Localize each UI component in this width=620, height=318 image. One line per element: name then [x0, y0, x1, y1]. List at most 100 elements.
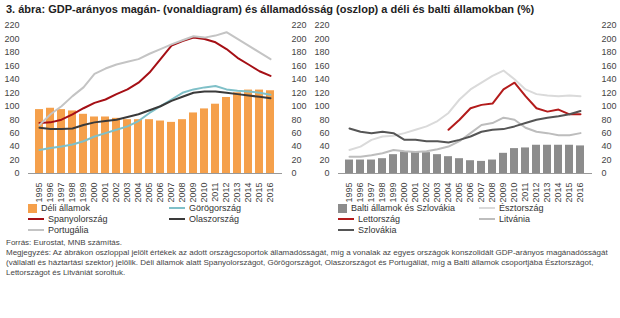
svg-text:80: 80	[602, 115, 612, 125]
svg-text:2001: 2001	[100, 183, 110, 203]
svg-text:1998: 1998	[67, 183, 77, 203]
svg-text:2015: 2015	[254, 183, 264, 203]
svg-text:60: 60	[292, 128, 302, 138]
svg-text:220: 220	[602, 20, 617, 30]
svg-text:220: 220	[314, 20, 329, 30]
svg-text:2004: 2004	[443, 183, 453, 203]
svg-text:100: 100	[292, 101, 307, 111]
svg-text:1999: 1999	[78, 183, 88, 203]
svg-text:100: 100	[314, 101, 329, 111]
svg-text:220: 220	[292, 20, 307, 30]
html-text:Görögország: Görögország	[189, 203, 241, 213]
html-text:Olaszország: Olaszország	[189, 214, 239, 224]
svg-text:2000: 2000	[399, 183, 409, 203]
svg-text:2015: 2015	[564, 183, 574, 203]
svg-text:160: 160	[314, 61, 329, 71]
svg-text:200: 200	[292, 34, 307, 44]
svg-text:180: 180	[602, 47, 617, 57]
svg-text:1995: 1995	[34, 183, 44, 203]
svg-text:220: 220	[4, 20, 19, 30]
svg-text:120: 120	[314, 88, 329, 98]
svg-text:2013: 2013	[232, 183, 242, 203]
svg-text:0: 0	[324, 168, 329, 178]
svg-text:2011: 2011	[520, 183, 530, 202]
svg-text:60: 60	[319, 128, 329, 138]
svg-text:160: 160	[4, 61, 19, 71]
svg-text:60: 60	[9, 128, 19, 138]
svg-text:140: 140	[4, 74, 19, 84]
svg-text:120: 120	[602, 88, 617, 98]
html-text:Portugália: Portugália	[48, 225, 89, 235]
svg-text:100: 100	[4, 101, 19, 111]
svg-text:180: 180	[292, 47, 307, 57]
svg-text:2003: 2003	[432, 183, 442, 203]
svg-text:2009: 2009	[498, 183, 508, 203]
svg-text:40: 40	[9, 141, 19, 151]
svg-text:60: 60	[602, 128, 612, 138]
svg-text:140: 140	[292, 74, 307, 84]
svg-text:200: 200	[4, 34, 19, 44]
svg-text:20: 20	[9, 155, 19, 165]
svg-text:2016: 2016	[265, 183, 275, 203]
svg-text:1997: 1997	[56, 183, 66, 203]
svg-text:2006: 2006	[465, 183, 475, 203]
svg-text:200: 200	[314, 34, 329, 44]
svg-text:2010: 2010	[509, 183, 519, 203]
svg-text:180: 180	[314, 47, 329, 57]
svg-text:2008: 2008	[487, 183, 497, 203]
svg-text:2005: 2005	[454, 183, 464, 203]
svg-text:2001: 2001	[410, 183, 420, 203]
svg-text:2007: 2007	[476, 183, 486, 203]
svg-text:2013: 2013	[542, 183, 552, 203]
svg-text:120: 120	[4, 88, 19, 98]
svg-text:2004: 2004	[133, 183, 143, 203]
svg-text:2011: 2011	[210, 183, 220, 202]
svg-text:20: 20	[319, 155, 329, 165]
svg-text:1996: 1996	[45, 183, 55, 203]
svg-text:2014: 2014	[553, 183, 563, 203]
svg-text:20: 20	[292, 155, 302, 165]
svg-text:2002: 2002	[111, 183, 121, 203]
svg-text:180: 180	[4, 47, 19, 57]
svg-text:20: 20	[602, 155, 612, 165]
svg-text:1997: 1997	[366, 183, 376, 203]
svg-text:2007: 2007	[166, 183, 176, 203]
svg-text:0: 0	[292, 168, 297, 178]
svg-text:40: 40	[602, 141, 612, 151]
svg-text:80: 80	[319, 115, 329, 125]
svg-text:160: 160	[292, 61, 307, 71]
svg-text:1999: 1999	[388, 183, 398, 203]
svg-text:40: 40	[292, 141, 302, 151]
html-text:Déli államok: Déli államok	[41, 203, 90, 213]
svg-text:80: 80	[292, 115, 302, 125]
svg-text:200: 200	[602, 34, 617, 44]
svg-text:120: 120	[292, 88, 307, 98]
svg-text:140: 140	[602, 74, 617, 84]
svg-text:0: 0	[602, 168, 607, 178]
html-text:3. ábra: GDP-arányos magán- (v: 3. ábra: GDP-arányos magán- (vonaldiagra…	[6, 3, 535, 15]
svg-text:100: 100	[602, 101, 617, 111]
html-text:Spanyolország: Spanyolország	[48, 214, 108, 224]
svg-text:2012: 2012	[531, 183, 541, 203]
svg-text:2008: 2008	[177, 183, 187, 203]
html-text:Balti államok és Szlovákia: Balti államok és Szlovákia	[351, 203, 455, 213]
svg-text:1995: 1995	[344, 183, 354, 203]
svg-text:2009: 2009	[188, 183, 198, 203]
svg-text:2000: 2000	[89, 183, 99, 203]
svg-text:140: 140	[314, 74, 329, 84]
svg-text:2005: 2005	[144, 183, 154, 203]
svg-text:2010: 2010	[199, 183, 209, 203]
svg-text:40: 40	[319, 141, 329, 151]
svg-text:1998: 1998	[377, 183, 387, 203]
svg-text:2016: 2016	[575, 183, 585, 203]
svg-text:2012: 2012	[221, 183, 231, 203]
svg-text:2006: 2006	[155, 183, 165, 203]
svg-text:2002: 2002	[421, 183, 431, 203]
html-text:Megjegyzés: Az ábrákon oszlopp: Megjegyzés: Az ábrákon oszloppal jelölt …	[6, 248, 608, 277]
svg-text:2003: 2003	[122, 183, 132, 203]
svg-text:0: 0	[14, 168, 19, 178]
svg-text:2014: 2014	[243, 183, 253, 203]
svg-text:1996: 1996	[355, 183, 365, 203]
svg-text:80: 80	[9, 115, 19, 125]
svg-text:160: 160	[602, 61, 617, 71]
